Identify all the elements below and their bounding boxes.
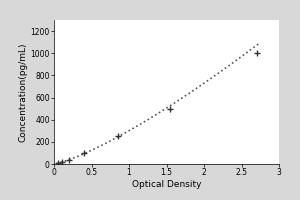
X-axis label: Optical Density: Optical Density: [132, 180, 201, 189]
Y-axis label: Concentration(pg/mL): Concentration(pg/mL): [19, 42, 28, 142]
